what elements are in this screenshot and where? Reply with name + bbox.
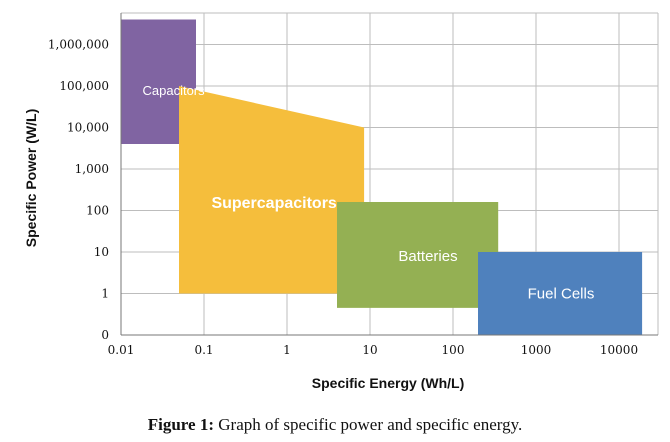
y-axis-title: Specific Power (W/L) xyxy=(23,109,39,247)
batteries-region xyxy=(337,202,499,308)
caption-text: Graph of specific power and specific ene… xyxy=(214,415,523,434)
tick-labels: 0.01 0.1 1 10 100 1000 10000 0 1 10 100 1,000 10,000… xyxy=(48,38,638,358)
x-tick-label: 100 xyxy=(442,343,465,357)
y-tick-label: 1 xyxy=(101,287,109,301)
y-tick-label: 100 xyxy=(86,204,109,218)
supercapacitors-label: Supercapacitors xyxy=(211,195,336,212)
fuel-cells-label: Fuel Cells xyxy=(528,286,595,303)
figure-caption: Figure 1: Graph of specific power and sp… xyxy=(0,415,670,435)
y-tick-label: 10,000 xyxy=(67,121,109,135)
batteries-label: Batteries xyxy=(398,248,457,265)
x-tick-label: 0.1 xyxy=(194,343,213,357)
capacitors-region xyxy=(121,19,196,144)
x-tick-label: 1000 xyxy=(521,343,552,357)
y-tick-label: 10 xyxy=(94,245,109,259)
capacitors-label: Capacitors xyxy=(143,83,206,98)
y-tick-label: 100,000 xyxy=(59,79,109,93)
y-tick-label: 1,000 xyxy=(75,162,109,176)
chart: 0.01 0.1 1 10 100 1000 10000 0 1 10 100 1,000 10,000… xyxy=(23,12,659,391)
x-tick-label: 0.01 xyxy=(108,343,135,357)
supercapacitors-region xyxy=(179,86,365,294)
y-tick-label: 0 xyxy=(101,328,109,342)
x-axis-title: Specific Energy (Wh/L) xyxy=(312,375,464,391)
caption-label: Figure 1: xyxy=(147,415,215,434)
y-tick-label: 1,000,000 xyxy=(48,38,109,52)
region-labels: Capacitors Supercapacitors Batteries Fuel C… xyxy=(143,83,595,302)
axes xyxy=(120,13,658,336)
x-tick-label: 10 xyxy=(362,343,377,357)
fuel-cells-region xyxy=(478,252,643,335)
x-tick-label: 1 xyxy=(283,343,291,357)
regions xyxy=(121,19,643,335)
x-tick-label: 10000 xyxy=(600,343,638,357)
